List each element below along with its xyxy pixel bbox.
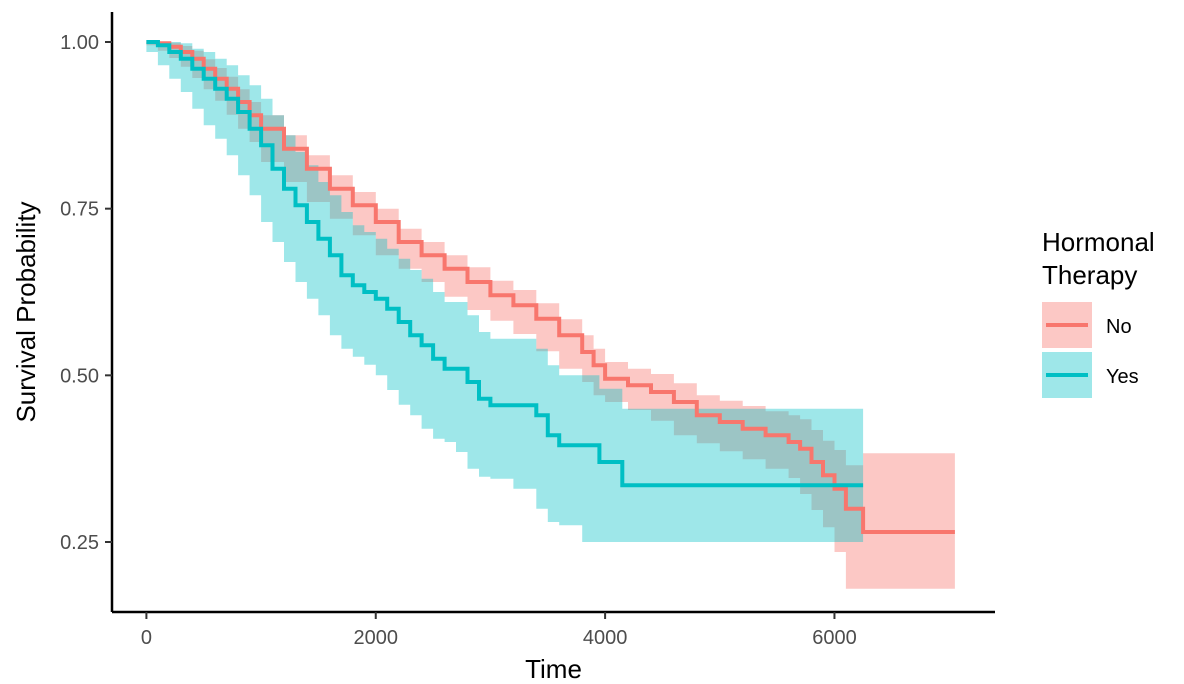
x-tick-label: 4000 <box>583 627 628 649</box>
legend-entry-yes: Yes <box>1042 352 1139 398</box>
legend-label-no: No <box>1106 316 1132 338</box>
y-tick-label: 0.75 <box>60 199 99 221</box>
x-tick-label: 6000 <box>812 627 857 649</box>
y-tick-label: 0.25 <box>60 532 99 554</box>
y-axis-title: Survival Probability <box>11 201 41 422</box>
legend-entry-no: No <box>1042 302 1132 348</box>
legend-label-yes: Yes <box>1106 366 1139 388</box>
x-axis-title: Time <box>525 654 582 684</box>
legend-title-line-1: Hormonal <box>1042 227 1155 257</box>
y-tick-label: 1.00 <box>60 32 99 54</box>
survival-curve-no <box>146 40 955 534</box>
x-tick-label: 0 <box>141 627 152 649</box>
legend-title-line-2: Therapy <box>1042 260 1137 290</box>
y-tick-label: 0.50 <box>60 365 99 387</box>
tick-labels: 0 2000 4000 6000 0.25 0.50 0.75 1.00 <box>60 32 857 649</box>
survival-curve-yes <box>146 40 864 488</box>
x-tick-label: 2000 <box>354 627 399 649</box>
axes <box>105 12 995 619</box>
confidence-band-no <box>146 42 955 589</box>
survival-curves <box>146 40 955 534</box>
legend: Hormonal Therapy No Yes <box>1042 227 1155 398</box>
confidence-band-yes <box>146 42 864 542</box>
confidence-bands <box>146 42 955 589</box>
